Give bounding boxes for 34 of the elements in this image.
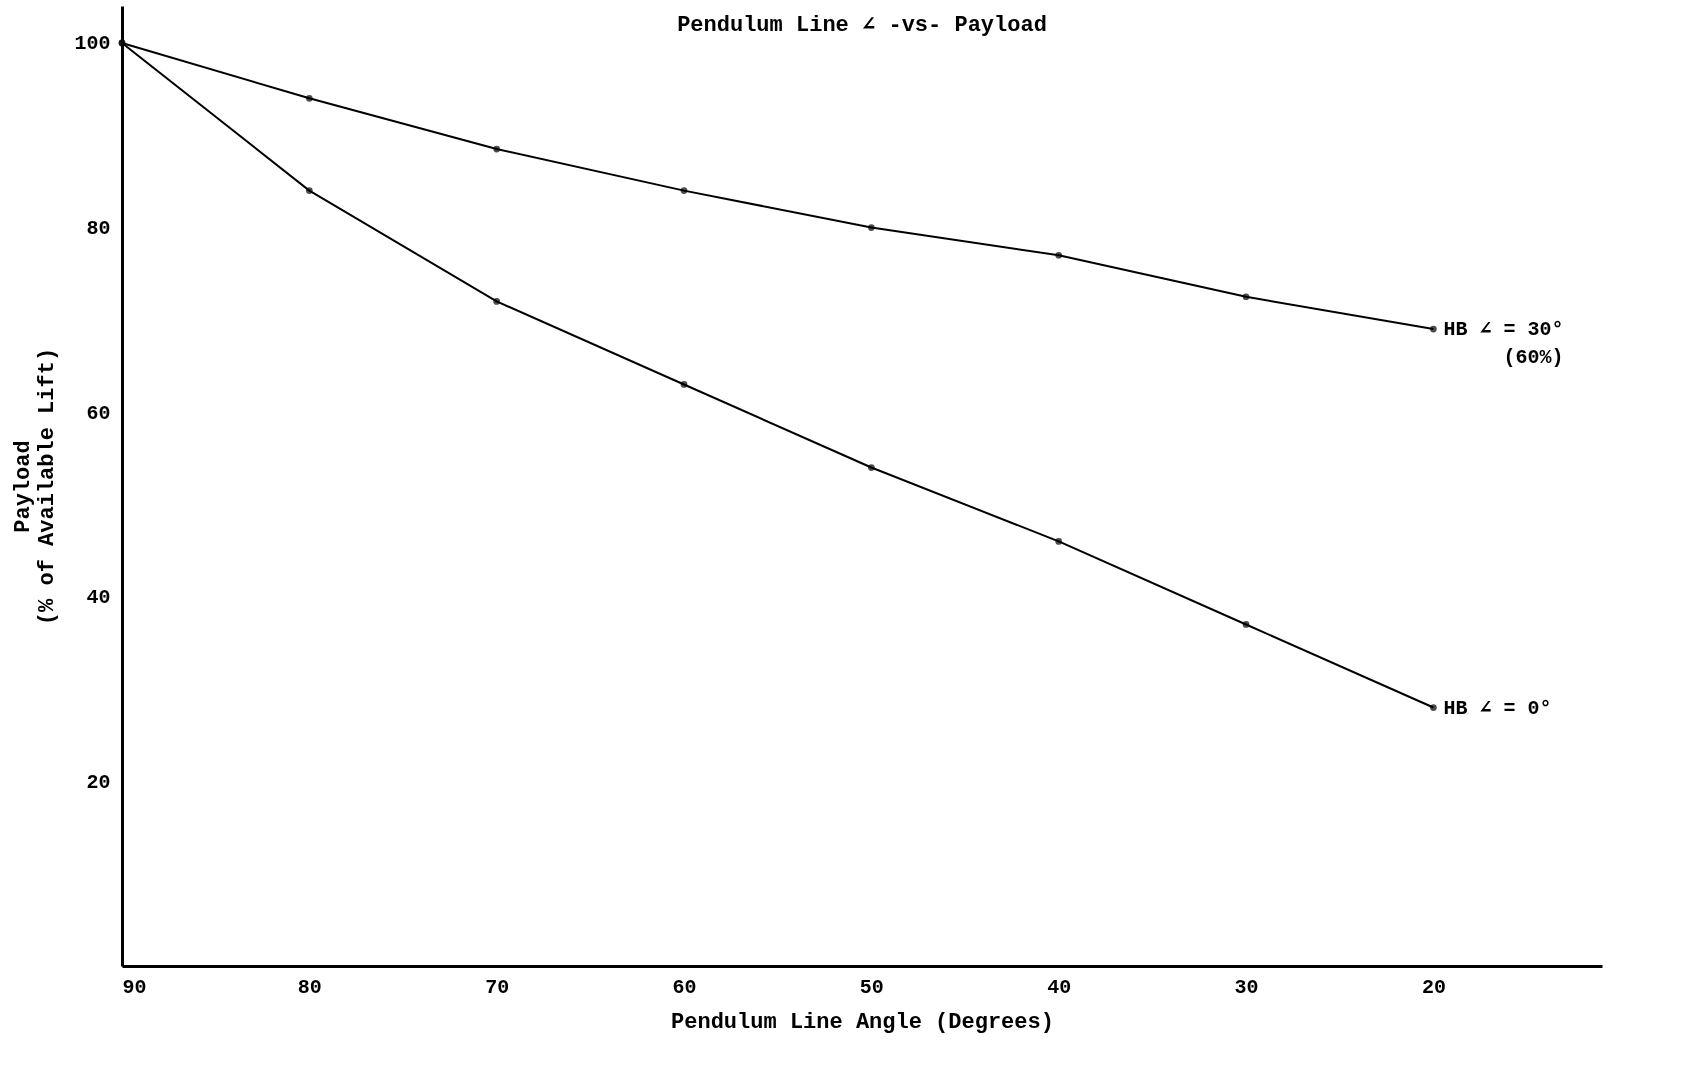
point [1430,704,1437,711]
x-tick-label: 70 [485,975,510,999]
annotation: (60%) [1503,346,1564,370]
y-tick-label: 100 [74,32,111,56]
point [680,381,688,388]
y-tick-label: 40 [86,586,111,610]
point [1430,325,1437,333]
point [118,39,126,47]
point [1242,621,1250,628]
x-tick-label: 20 [1421,975,1446,999]
x-tick-label: 30 [1234,975,1259,999]
series-label: HB ∠ = 30° [1443,318,1564,342]
series-label: HB ∠ = 0° [1443,696,1552,720]
point [493,145,501,153]
x-axis-title: Pendulum Line Angle (Degrees) [671,1009,1054,1035]
y-tick-label: 60 [86,401,111,425]
point [1055,251,1063,259]
x-tick-label: 90 [122,975,147,999]
x-tick-label: 40 [1047,975,1072,999]
y-axis-title: Payload (% of Available Lift) [11,347,61,626]
y-tick-label: 20 [86,770,111,794]
point [305,94,313,102]
point [305,187,313,194]
point [1242,293,1250,301]
chart-title: Pendulum Line ∠ -vs- Payload [677,13,1047,38]
point [493,298,501,305]
x-tick-label: 80 [297,975,322,999]
x-tick-label: 60 [672,975,697,999]
point [680,187,688,194]
x-tick-label: 50 [859,975,884,999]
point [1055,538,1063,545]
point [868,464,875,471]
point [868,224,875,231]
y-tick-label: 80 [86,217,111,241]
